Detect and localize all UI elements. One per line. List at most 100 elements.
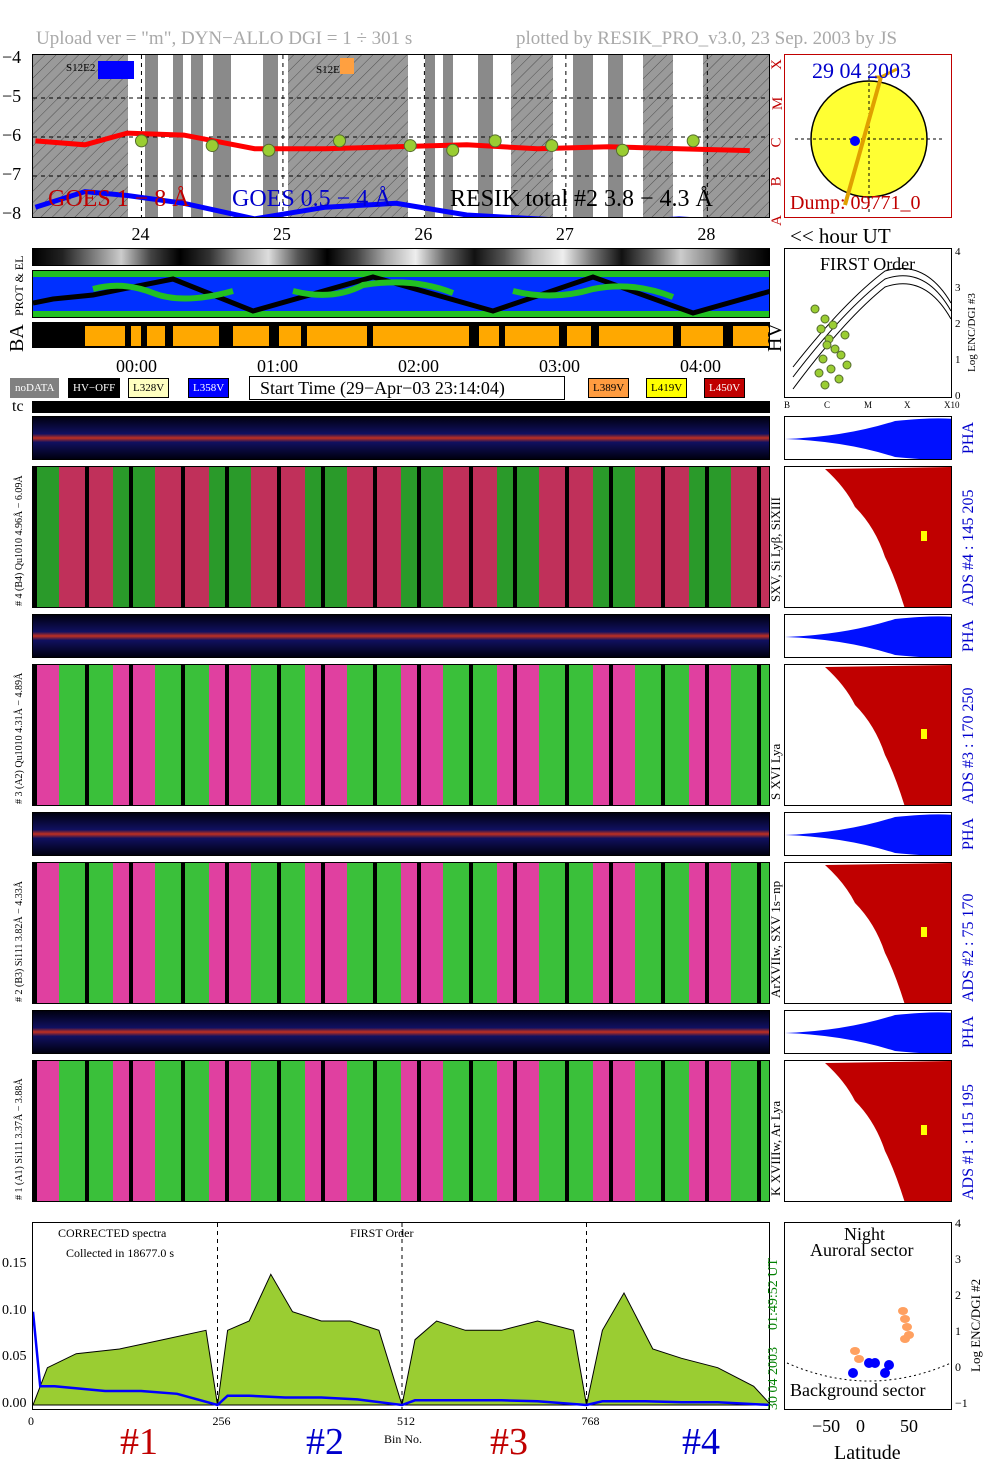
goes-short-legend: GOES 0.5 − 4 Å [232,186,392,212]
night-band-14 [703,55,769,217]
channel-mark-2: #2 [306,1421,344,1463]
legend-l328: L328V [128,378,170,398]
ba-label: BA [6,324,28,352]
lat-point-orange-5 [850,1347,860,1355]
night-band-13 [643,55,673,217]
first-order-title: FIRST Order [820,254,916,274]
fo-point-8 [822,340,832,350]
channel-3-pha-text: PHA [960,619,977,652]
lat-ytick-2: 2 [955,1288,961,1302]
time-tick-4: 04:00 [680,356,722,376]
legend-l389: L389V [588,378,630,398]
spectrum-xtick-0: 0 [28,1414,34,1428]
pha-profile-shape [785,616,951,657]
resik-legend: RESIK total #2 3.8 − 4.3 Å [450,186,713,212]
resik-marker-7 [545,139,559,153]
ba-strip [32,322,770,348]
resik-marker-0 [134,134,148,148]
prot-el-label: PROT & EL [12,255,26,316]
ads-profile-shape [825,1061,951,1201]
channel-2-ads-text: ADS #2 : 75 170 [960,893,977,1002]
ba-strip-drawing [33,323,769,347]
fo-xtick-2: M [864,400,873,410]
ads-profile-shape [825,665,951,805]
channel-2-ads-profile [784,862,952,1004]
ba-gap-2 [141,323,147,347]
channel-1-pha-text: PHA [960,1015,977,1048]
sun-disk-panel [784,54,952,218]
channel-1-heatmap [32,1060,770,1202]
first-order-chart [792,267,951,390]
ba-gap-10 [559,323,567,347]
night-band-6 [288,55,408,217]
channel-1-pha-profile [784,1010,952,1054]
ba-gap-7 [367,323,373,347]
goes-xtick-4: 28 [697,224,716,244]
channel-3-pha-profile [784,614,952,658]
spectrum-xtick-3: 768 [581,1414,600,1428]
prot-el-map [32,270,770,318]
ba-gap-12 [673,323,681,347]
first-order-ylabel: Log ENC/DGI #3 [966,293,978,372]
resik-marker-5 [446,143,460,157]
spectrum-side-time: 01:49:52 UT [766,1258,781,1330]
spectrum-text-collected: Collected in 18677.0 s [66,1246,174,1260]
lat-xtick-0: −50 [812,1416,841,1436]
channel-1-pha-strip [32,1010,770,1054]
channel-1-species-label: K XVIIIw, Ar Lya [768,1100,783,1196]
time-tick-0: 00:00 [116,356,158,376]
channel-2-pha-text: PHA [960,817,977,850]
pha-profile-shape [785,814,951,855]
fo-xtick-3: X [904,400,911,410]
lat-ytick-5: −1 [955,1396,968,1410]
latitude-title-night: Night [844,1224,886,1244]
lat-ytick-4: 0 [955,1360,961,1374]
channel-2-left-label: # 2 (B3) Si111 3.82Å − 4.33Å [14,880,25,1002]
orbit-strip-gray [32,248,770,266]
fo-ytick-2: 2 [955,318,961,330]
fo-point-7 [834,374,844,384]
channel-2-pha-strip [32,812,770,856]
channel-1-left-label: # 1 (A1) Si111 3.37Å − 3.88Å [14,1078,25,1200]
legend-l450: L450V [704,378,746,398]
goes-xtick-1: 25 [272,224,291,244]
lat-ytick-3: 1 [955,1324,961,1338]
ba-gap-11 [591,323,599,347]
time-tick-3: 03:00 [539,356,581,376]
resik-marker-9 [686,134,700,148]
spectrum-ytick-3: 0.00 [2,1396,27,1411]
fo-point-13 [842,360,852,370]
pha-profile-shape [785,1012,951,1053]
goes-ytick-0: −4 [2,47,22,67]
goes-class-B: B [768,176,785,187]
spectrum-ytick-0: 0.15 [2,1256,27,1271]
hour-ut-label: << hour UT [790,224,891,248]
channel-3-ads-text: ADS #3 : 170 250 [960,687,977,804]
lat-point-blue-3 [848,1368,858,1378]
channel-4-heatmap [32,466,770,608]
ads-profile-shape [825,863,951,1003]
saa-marker-blue [98,61,134,79]
fo-ytick-4: 0 [955,390,961,402]
goes-ytick-3: −7 [2,164,22,184]
fo-xtick-4: X10 [944,400,960,410]
resik-marker-8 [615,143,629,157]
ba-gap-13 [723,323,733,347]
lat-point-blue-1 [870,1358,880,1368]
resik-marker-6 [488,134,502,148]
fo-point-5 [818,354,828,364]
fo-point-1 [820,314,830,324]
channel-3-pha-strip [32,614,770,658]
goes-ytick-1: −5 [2,86,22,106]
channel-4-ads-text: ADS #4 : 145 205 [960,489,977,606]
resik-marker-4 [403,139,417,153]
channel-2-pha-profile [784,812,952,856]
channel-2-species-label: ArXVIIw, SXV 1s−np [768,880,783,998]
latitude-background-text: Background sector [790,1380,926,1400]
channel-4-ads-profile [784,466,952,608]
latitude-panel [784,1222,952,1410]
channel-3-left-label: # 3 (A2) Qu1010 4.31Å − 4.89Å [14,672,25,804]
ba-gap-9 [499,323,505,347]
legend-l358: L358V [188,378,230,398]
legend-l419: L419V [646,378,688,398]
